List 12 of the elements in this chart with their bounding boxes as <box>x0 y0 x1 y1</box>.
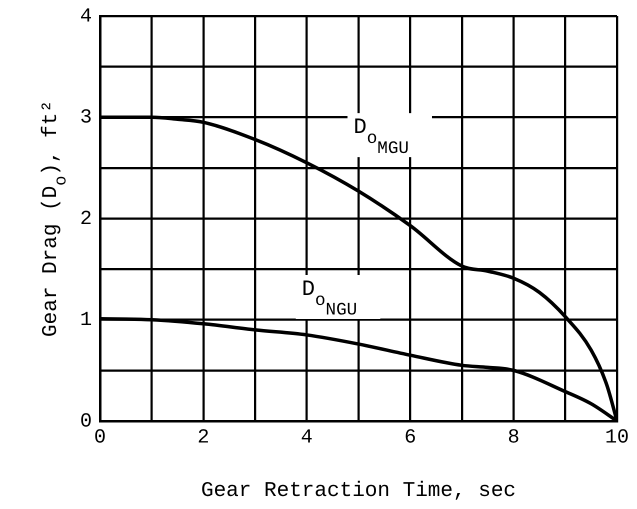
y-tick-label: 2 <box>80 208 92 231</box>
x-axis-title: Gear Retraction Time, sec <box>200 480 516 503</box>
y-axis-title: Gear Drag (Do), ft² <box>40 100 72 337</box>
y-tick-label: 0 <box>80 410 92 434</box>
y-tick-label: 3 <box>80 106 92 130</box>
x-tick-label: 4 <box>300 426 313 450</box>
x-tick-label: 10 <box>604 426 630 450</box>
x-tick-label: 6 <box>404 426 416 450</box>
y-tick-label: 4 <box>80 5 92 28</box>
x-tick-label: 8 <box>508 426 520 450</box>
x-tick-label: 2 <box>197 426 210 450</box>
y-tick-label: 1 <box>80 309 92 332</box>
